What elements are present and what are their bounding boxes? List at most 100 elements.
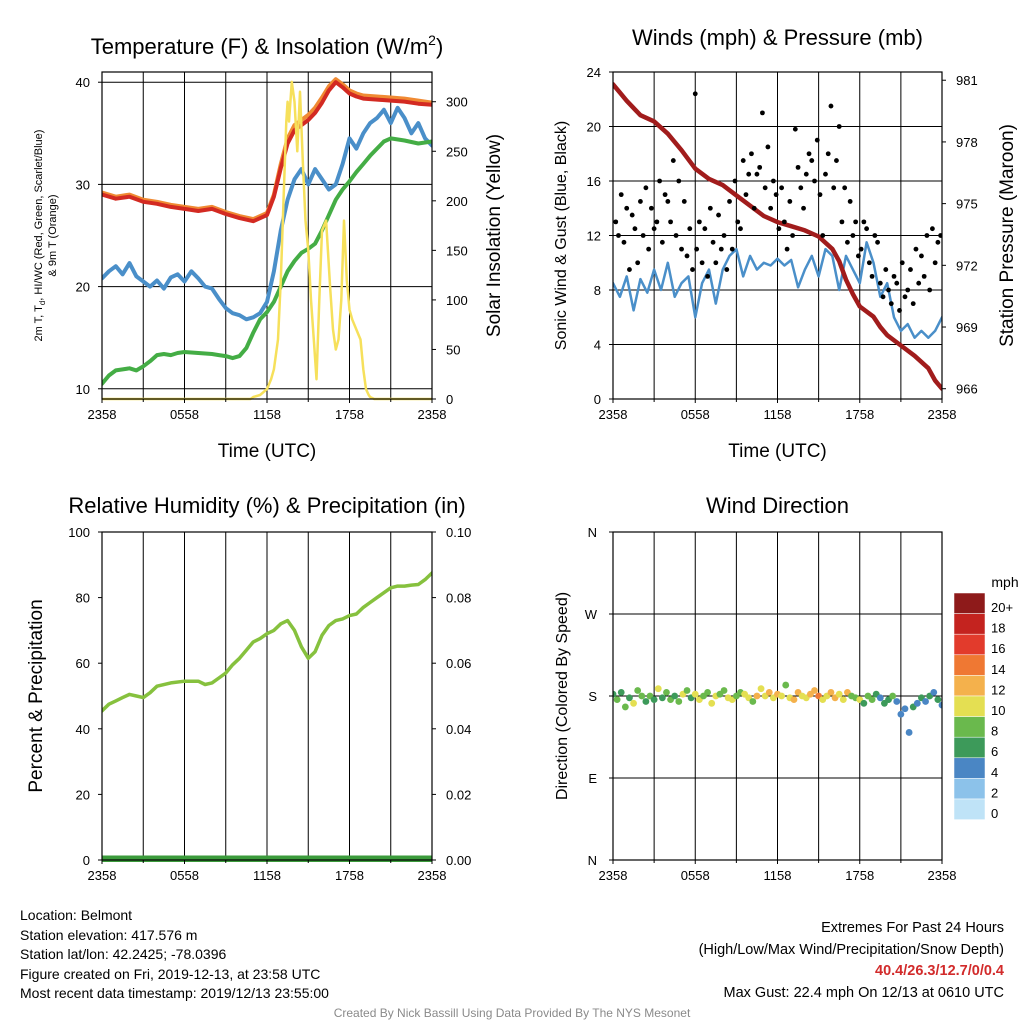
y2-tick-label: 966	[956, 382, 978, 397]
gust-point	[662, 192, 668, 198]
chart-wind: 2358 0558 1158 1758 235804812162024966969972…	[553, 25, 1018, 462]
series-group	[613, 82, 942, 391]
series-solar-insolation	[102, 80, 432, 401]
x-tick-label: 2358	[599, 407, 628, 422]
gust-point	[694, 246, 700, 252]
gust-point	[792, 126, 798, 132]
legend-label: 8	[991, 724, 998, 739]
y2-tick-label: 100	[446, 293, 468, 308]
gust-point	[850, 233, 856, 238]
y2-axis-label: Solar Insolation (Yellow)	[484, 134, 505, 337]
extremes-values: 40.4/26.3/12.7/0/0.4	[875, 963, 1004, 979]
gust-point	[913, 246, 919, 252]
legend-label: 12	[991, 682, 1005, 697]
gust-point	[798, 185, 804, 191]
y-tick-label: N	[588, 853, 597, 868]
x-tick-label: 1158	[253, 868, 281, 883]
y-tick-label: 0	[594, 392, 601, 407]
series-station-pressure	[613, 82, 942, 391]
x-tick-label: 2358	[928, 868, 957, 883]
gust-point	[657, 178, 663, 184]
credit-line: Created By Nick Bassill Using Data Provi…	[333, 1006, 691, 1020]
gust-point	[875, 239, 880, 245]
gust-point	[629, 212, 635, 218]
gust-point	[790, 233, 795, 238]
y-tick-label: 12	[587, 229, 601, 244]
direction-point	[720, 687, 728, 694]
direction-point	[708, 699, 716, 707]
y2-tick-label: 0.06	[446, 656, 471, 671]
gust-point	[877, 280, 883, 286]
legend-swatch	[953, 757, 986, 779]
gust-point	[646, 246, 652, 252]
legend-swatch	[953, 778, 986, 800]
direction-point	[617, 688, 625, 696]
direction-point	[753, 692, 761, 700]
y-axis-label: Percent & Precipitation	[26, 599, 47, 792]
gust-point	[770, 178, 776, 184]
gust-point	[845, 239, 850, 245]
direction-point	[860, 699, 868, 707]
gust-point	[781, 219, 787, 225]
gust-point	[897, 308, 902, 313]
y2-tick-label: 50	[446, 342, 460, 357]
direction-point	[811, 687, 818, 694]
gust-point	[757, 164, 763, 170]
y-tick-label: E	[588, 771, 597, 786]
chart-temp: 2358 0558 1158 1758 2358 10 20 30 40 0 50 100 150 200…	[33, 32, 505, 462]
y2-tick-label: 978	[956, 135, 978, 150]
direction-point	[893, 698, 901, 705]
gust-point	[902, 294, 908, 300]
gust-point	[618, 192, 624, 198]
gust-point	[670, 158, 676, 163]
x-tick-label: 2358	[928, 407, 957, 422]
series-2m-t	[102, 80, 432, 224]
gust-point	[659, 239, 665, 245]
gust-point	[696, 219, 702, 225]
direction-point	[675, 698, 683, 705]
direction-point	[663, 688, 670, 696]
station-elevation: Station elevation: 417.576 m	[20, 926, 198, 943]
legend-swatch	[953, 798, 986, 820]
legend-swatch	[953, 633, 986, 656]
legend-label: 0	[991, 806, 998, 821]
gust-point	[924, 233, 930, 238]
y2-tick-label: 150	[446, 243, 468, 258]
gust-point	[713, 260, 719, 266]
extremes-panel: Extremes For Past 24 Hours (High/Low/Max…	[699, 918, 1004, 1004]
direction-point	[835, 690, 843, 698]
gust-point	[665, 199, 671, 204]
legend-label: 10	[991, 703, 1005, 718]
x-tick-label: 1758	[335, 868, 364, 883]
chart-rh: 2358 0558 1158 1758 23580204060801000.000.02…	[26, 493, 471, 883]
gust-point	[621, 239, 627, 245]
x-tick-label: 0558	[170, 868, 199, 883]
direction-point	[683, 687, 691, 694]
direction-point	[638, 692, 646, 700]
series-relative-humidity	[102, 571, 432, 713]
legend-swatch	[953, 695, 986, 717]
legend-label: 6	[991, 744, 998, 759]
direction-point	[876, 694, 884, 702]
legend-swatch	[953, 716, 986, 738]
gust-point	[894, 280, 900, 286]
direction-point	[901, 705, 909, 713]
direction-point	[621, 703, 629, 711]
x-tick-label: 2358	[88, 407, 117, 422]
gust-point	[676, 178, 682, 184]
gust-point	[823, 171, 828, 177]
gust-point	[820, 233, 826, 238]
gust-point	[749, 151, 754, 157]
direction-point	[757, 685, 765, 693]
gust-point	[754, 171, 760, 177]
recent-timestamp: Most recent data timestamp: 2019/12/13 2…	[20, 985, 329, 1001]
y2-tick-label: 972	[956, 258, 978, 273]
gust-point	[899, 260, 905, 266]
y-tick-label: 40	[76, 722, 90, 737]
direction-point	[790, 696, 798, 704]
direction-point	[765, 688, 773, 696]
gust-point	[910, 301, 916, 307]
gust-point	[738, 226, 743, 232]
gust-point	[866, 260, 872, 266]
direction-point	[630, 699, 637, 707]
